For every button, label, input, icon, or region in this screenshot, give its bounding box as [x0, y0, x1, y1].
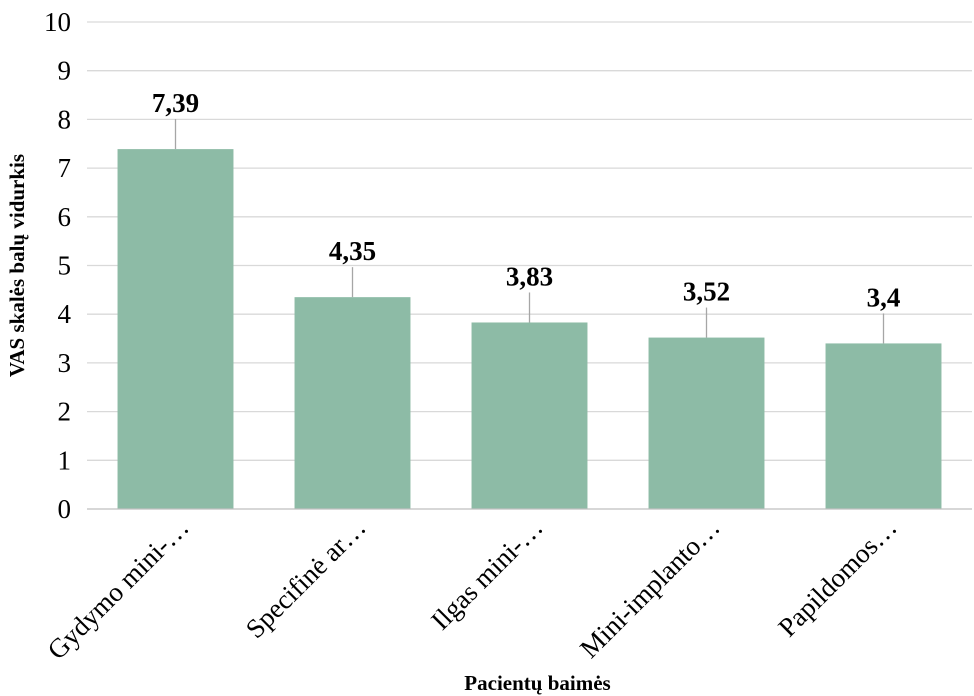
- bar: [294, 297, 411, 509]
- x-category-label: Mini-implanto…: [574, 512, 726, 664]
- x-category-label: Papildomos…: [772, 512, 902, 642]
- y-tick-label: 10: [44, 7, 71, 37]
- x-category-label: Ilgas mini-…: [425, 512, 549, 636]
- y-tick-label: 2: [58, 397, 72, 427]
- x-category-label: Specifinė ar…: [240, 512, 372, 644]
- x-axis-category-labels: Gydymo mini-… Specifinė ar… Ilgas mini-… Mi…: [41, 512, 902, 665]
- y-tick-label: 1: [58, 445, 72, 475]
- data-label: 7,39: [152, 88, 199, 118]
- data-label: 3,52: [683, 277, 730, 307]
- y-axis-title: VAS skalės balų vidurkis: [5, 154, 29, 377]
- bars: [117, 149, 942, 509]
- data-label: 4,35: [329, 236, 376, 266]
- data-labels: 7,39 4,35 3,83 3,52 3,4: [152, 88, 901, 312]
- y-axis-tick-labels: 0 1 2 3 4 5 6 7 8 9 10: [44, 7, 72, 524]
- y-tick-label: 0: [58, 494, 72, 524]
- data-label: 3,4: [867, 282, 901, 312]
- y-tick-label: 6: [58, 202, 72, 232]
- y-tick-label: 3: [58, 348, 72, 378]
- y-tick-label: 5: [58, 251, 72, 281]
- y-tick-label: 9: [58, 56, 72, 86]
- bar: [117, 149, 234, 509]
- bar: [825, 343, 942, 509]
- y-tick-label: 7: [58, 153, 72, 183]
- y-tick-label: 8: [58, 104, 72, 134]
- x-category-label: Gydymo mini-…: [41, 512, 194, 665]
- data-label: 3,83: [506, 261, 553, 291]
- x-axis-title: Pacientų baimės: [464, 671, 610, 695]
- bar: [648, 337, 765, 509]
- bar: [471, 322, 588, 509]
- data-label-leaders: [174, 119, 885, 344]
- y-tick-label: 4: [58, 299, 72, 329]
- gridlines: [87, 21, 972, 461]
